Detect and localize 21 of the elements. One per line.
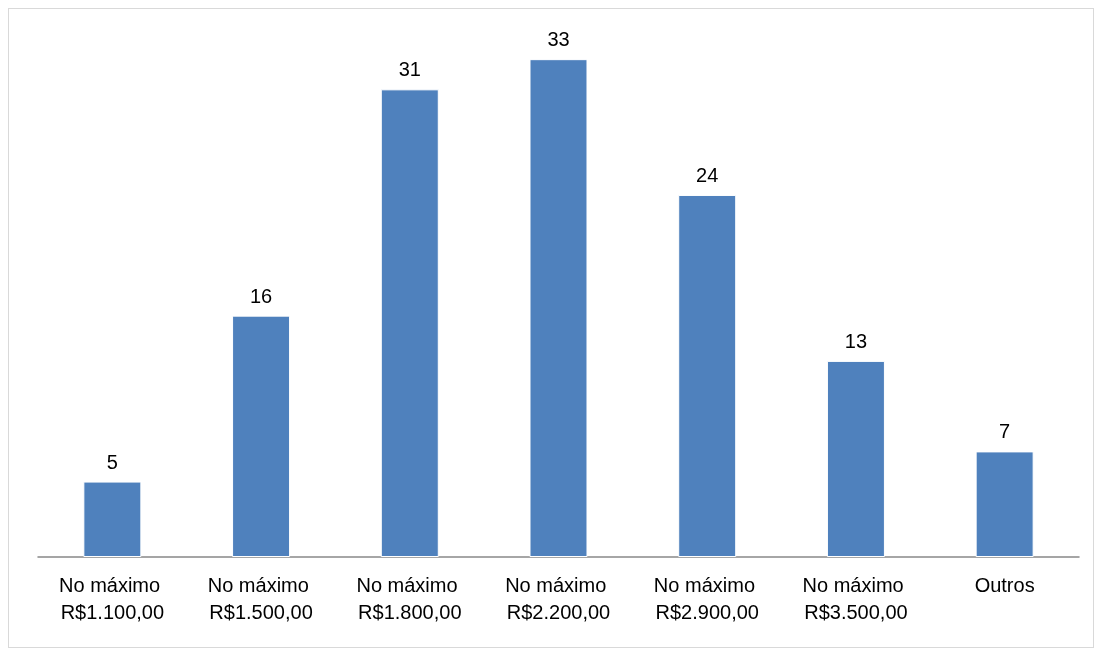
data-label: 33	[547, 28, 570, 51]
data-label: 31	[398, 58, 421, 81]
bar	[975, 451, 1034, 557]
data-label: 13	[844, 329, 868, 352]
data-label: 7	[999, 420, 1011, 443]
x-tick-label: No máximo R$2.900,00	[653, 573, 761, 623]
bar	[83, 481, 142, 557]
bar	[678, 194, 737, 557]
x-tick-label: No máximo R$3.500,00	[802, 573, 910, 623]
data-label: 24	[696, 163, 719, 186]
x-tick-label: No máximo R$1.100,00	[59, 573, 166, 623]
x-tick-label: Outros	[974, 573, 1035, 596]
bar	[380, 89, 439, 557]
bar	[826, 360, 885, 557]
bar	[529, 59, 588, 557]
x-tick-label: No máximo R$1.800,00	[356, 573, 464, 623]
x-tick-label: No máximo R$2.200,00	[505, 573, 612, 623]
x-tick-label: No máximo R$1.500,00	[207, 573, 315, 623]
bar	[232, 315, 291, 557]
data-label: 16	[249, 284, 273, 307]
data-label: 5	[106, 450, 118, 473]
